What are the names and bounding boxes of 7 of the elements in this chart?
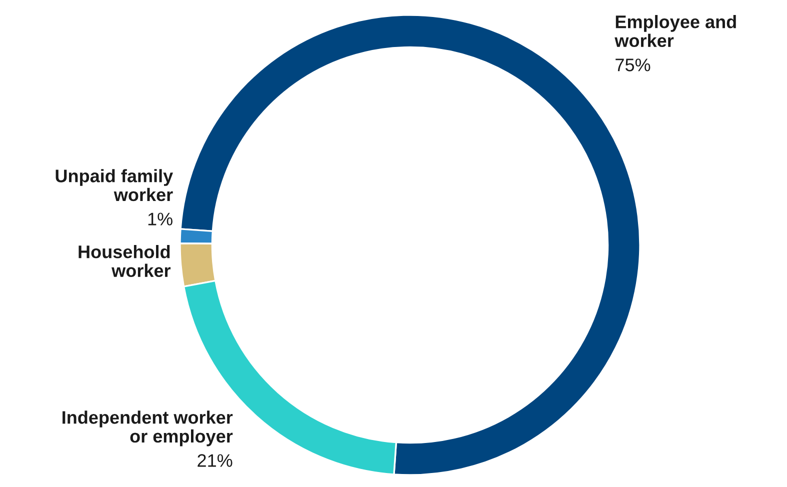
data-label: 1% <box>148 212 172 226</box>
slice-label: Household worker <box>78 245 171 278</box>
slice-label: Independent worker or employer <box>62 410 233 446</box>
data-label: 21% <box>198 454 232 467</box>
slice-label: Unpaid family worker <box>56 169 174 202</box>
data-label: 75% <box>616 58 650 72</box>
slice-label: Employee and worker <box>614 15 736 48</box>
